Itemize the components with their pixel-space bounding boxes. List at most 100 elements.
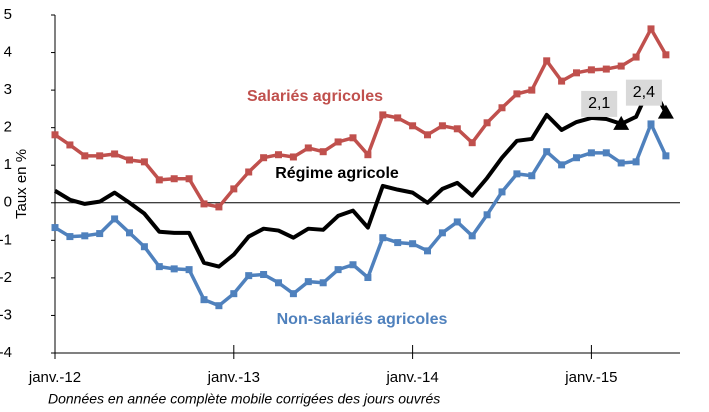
x-tick-label: janv.-15 xyxy=(564,369,617,386)
marker xyxy=(304,278,312,286)
marker xyxy=(200,200,208,208)
marker xyxy=(126,156,133,164)
x-tick-label: janv.-13 xyxy=(207,369,260,386)
value-label-box xyxy=(581,90,618,117)
marker xyxy=(662,51,670,59)
marker xyxy=(394,114,402,122)
y-tick-label: -1 xyxy=(0,231,12,248)
marker xyxy=(51,131,59,139)
y-tick-label: -2 xyxy=(0,269,12,286)
marker xyxy=(424,131,431,139)
y-tick-label: -4 xyxy=(0,344,12,361)
marker xyxy=(215,203,223,211)
marker xyxy=(304,144,312,152)
marker xyxy=(334,266,342,274)
y-tick-label: 2 xyxy=(4,119,12,136)
y-tick-label: 1 xyxy=(4,156,12,173)
marker xyxy=(66,141,74,149)
marker xyxy=(573,69,580,77)
marker xyxy=(632,158,640,166)
marker xyxy=(394,239,402,247)
series-label: Salariés agricoles xyxy=(247,88,383,105)
marker xyxy=(573,154,580,162)
marker xyxy=(215,302,223,310)
marker xyxy=(81,232,89,240)
marker xyxy=(245,272,253,280)
marker xyxy=(647,25,655,33)
marker xyxy=(289,153,297,161)
marker xyxy=(379,111,387,119)
marker xyxy=(543,57,551,65)
marker xyxy=(140,243,148,251)
marker xyxy=(379,234,387,242)
triangle-marker xyxy=(657,104,674,119)
marker xyxy=(334,138,342,146)
marker xyxy=(200,296,208,304)
marker xyxy=(438,229,446,237)
marker xyxy=(230,185,238,193)
marker xyxy=(155,176,163,184)
marker xyxy=(438,122,446,130)
marker xyxy=(96,230,104,238)
marker xyxy=(528,86,536,94)
line xyxy=(53,82,668,269)
marker xyxy=(111,215,119,223)
x-tick-label: janv.-12 xyxy=(28,369,81,386)
x-tick-label: janv.-14 xyxy=(385,369,438,386)
marker xyxy=(51,224,59,232)
marker xyxy=(498,104,506,112)
marker xyxy=(170,175,178,183)
marker xyxy=(111,150,119,158)
y-tick-label: 4 xyxy=(4,44,12,61)
marker xyxy=(587,149,595,157)
marker xyxy=(662,152,670,160)
marker xyxy=(587,66,595,74)
marker xyxy=(364,151,372,159)
marker xyxy=(424,247,431,255)
series-label: Non-salariés agricoles xyxy=(277,311,448,328)
marker xyxy=(349,134,357,142)
marker xyxy=(632,53,640,61)
marker xyxy=(513,90,521,98)
marker xyxy=(230,290,238,298)
y-tick-label: 3 xyxy=(4,81,12,98)
marker xyxy=(319,279,327,287)
marker xyxy=(558,77,566,85)
marker xyxy=(170,265,178,273)
marker xyxy=(319,148,327,156)
marker xyxy=(126,229,133,237)
marker xyxy=(66,233,74,241)
marker xyxy=(602,149,610,157)
marker xyxy=(498,188,506,196)
marker xyxy=(140,158,148,166)
marker xyxy=(513,170,521,178)
marker xyxy=(364,274,372,282)
marker xyxy=(617,159,625,167)
value-label: 2,1 xyxy=(588,95,610,112)
marker xyxy=(453,125,461,133)
marker xyxy=(468,139,476,147)
series-label: Régime agricole xyxy=(275,165,399,182)
marker xyxy=(96,152,104,160)
note: Données en année complète mobile corrigé… xyxy=(48,391,440,407)
triangle-marker xyxy=(613,115,630,130)
marker xyxy=(647,120,655,128)
value-label-box xyxy=(625,79,662,106)
marker xyxy=(528,172,536,180)
marker xyxy=(468,232,476,240)
y-axis-label: Taux en % xyxy=(13,149,30,219)
y-tick-label: 0 xyxy=(4,194,12,211)
marker xyxy=(409,122,417,130)
marker xyxy=(453,218,461,226)
marker xyxy=(289,290,297,298)
marker xyxy=(81,152,89,160)
marker xyxy=(245,168,253,176)
marker xyxy=(275,279,282,287)
y-tick-label: 5 xyxy=(4,6,12,23)
marker xyxy=(275,151,282,159)
marker xyxy=(558,161,566,169)
marker xyxy=(602,65,610,73)
marker xyxy=(260,271,268,279)
